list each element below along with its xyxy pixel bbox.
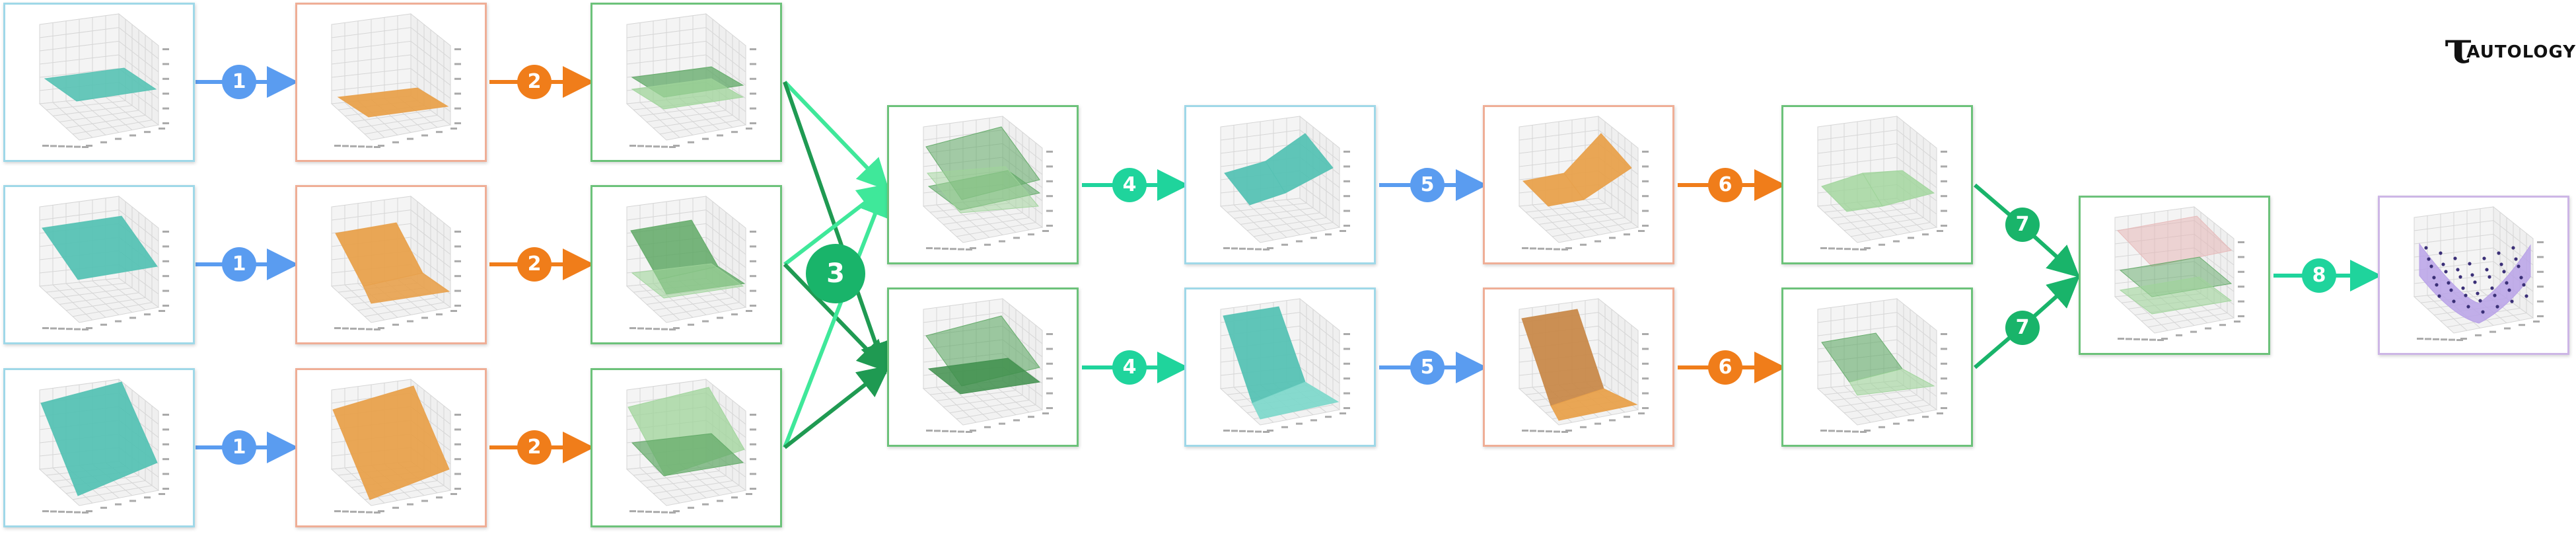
plot-panel-weighted-bottom [1781,287,1973,447]
surface-plot-r3c1 [38,378,169,514]
plot-panel-relu-bottom [1483,287,1674,447]
step-badge-2: 2 [517,430,552,465]
plot-panel-hidden-top [1184,105,1376,264]
step-badge-2: 2 [517,247,552,282]
plot-panel-output-sum [2079,196,2270,355]
surface-plot-bot7 [1816,297,1947,433]
step-badge-6: 6 [1708,350,1742,385]
plot-panel-scaled-3 [590,368,782,527]
plot-panel-input-3 [3,368,195,527]
surface-plot-r1c1 [38,13,169,148]
step-badge-3: 3 [806,244,865,303]
step-badge-5: 5 [1410,168,1445,202]
surface-plot-r1c3 [626,13,756,148]
plot-panel-activation-1 [295,3,487,162]
plot-panel-scaled-1 [590,3,782,162]
step-badge-1: 1 [222,247,256,282]
surface-plot-r2c3 [626,195,756,330]
step-badge-6: 6 [1708,168,1742,202]
plot-panel-result [2378,196,2569,355]
surface-plot-top5 [1219,115,1350,250]
arrow-step3-a [783,80,890,191]
brand-logo-text: AUTOLOGY [2466,42,2576,62]
brand-logo: τ AUTOLOGY [2444,22,2576,73]
step-badge-4: 4 [1112,350,1147,385]
surface-plot-bot4 [922,297,1053,433]
surface-plot-r2c1 [38,195,169,330]
arrow-step3-f [783,365,890,449]
surface-plot-top4 [922,115,1053,250]
step-badge-1: 1 [222,430,256,465]
surface-plot-final [2114,206,2244,341]
plot-panel-activation-3 [295,368,487,527]
plot-panel-input-2 [3,185,195,344]
surface-plot-r1c2 [330,13,461,148]
tau-logo-mark: τ [2444,22,2474,73]
surface-plot-result [2413,206,2544,341]
step-badge-1: 1 [222,65,256,99]
plot-panel-sum-top [887,105,1079,264]
plot-panel-hidden-bottom [1184,287,1376,447]
plot-panel-input-1 [3,3,195,162]
plot-panel-weighted-top [1781,105,1973,264]
step-badge-7: 7 [2005,311,2040,345]
surface-plot-r3c2 [330,378,461,514]
surface-plot-bot5 [1219,297,1350,433]
plot-panel-relu-top [1483,105,1674,264]
surface-plot-top6 [1518,115,1649,250]
plot-panel-scaled-2 [590,185,782,344]
step-badge-7: 7 [2005,208,2040,242]
surface-plot-r3c3 [626,378,756,514]
surface-plot-r2c2 [330,195,461,330]
step-badge-4: 4 [1112,168,1147,202]
arrow-step3-e [783,184,890,449]
surface-plot-top7 [1816,115,1947,250]
plot-panel-sum-bottom [887,287,1079,447]
step-badge-8: 8 [2302,258,2336,293]
surface-plot-bot6 [1518,297,1649,433]
step-badge-5: 5 [1410,350,1445,385]
plot-panel-activation-2 [295,185,487,344]
step-badge-2: 2 [517,65,552,99]
